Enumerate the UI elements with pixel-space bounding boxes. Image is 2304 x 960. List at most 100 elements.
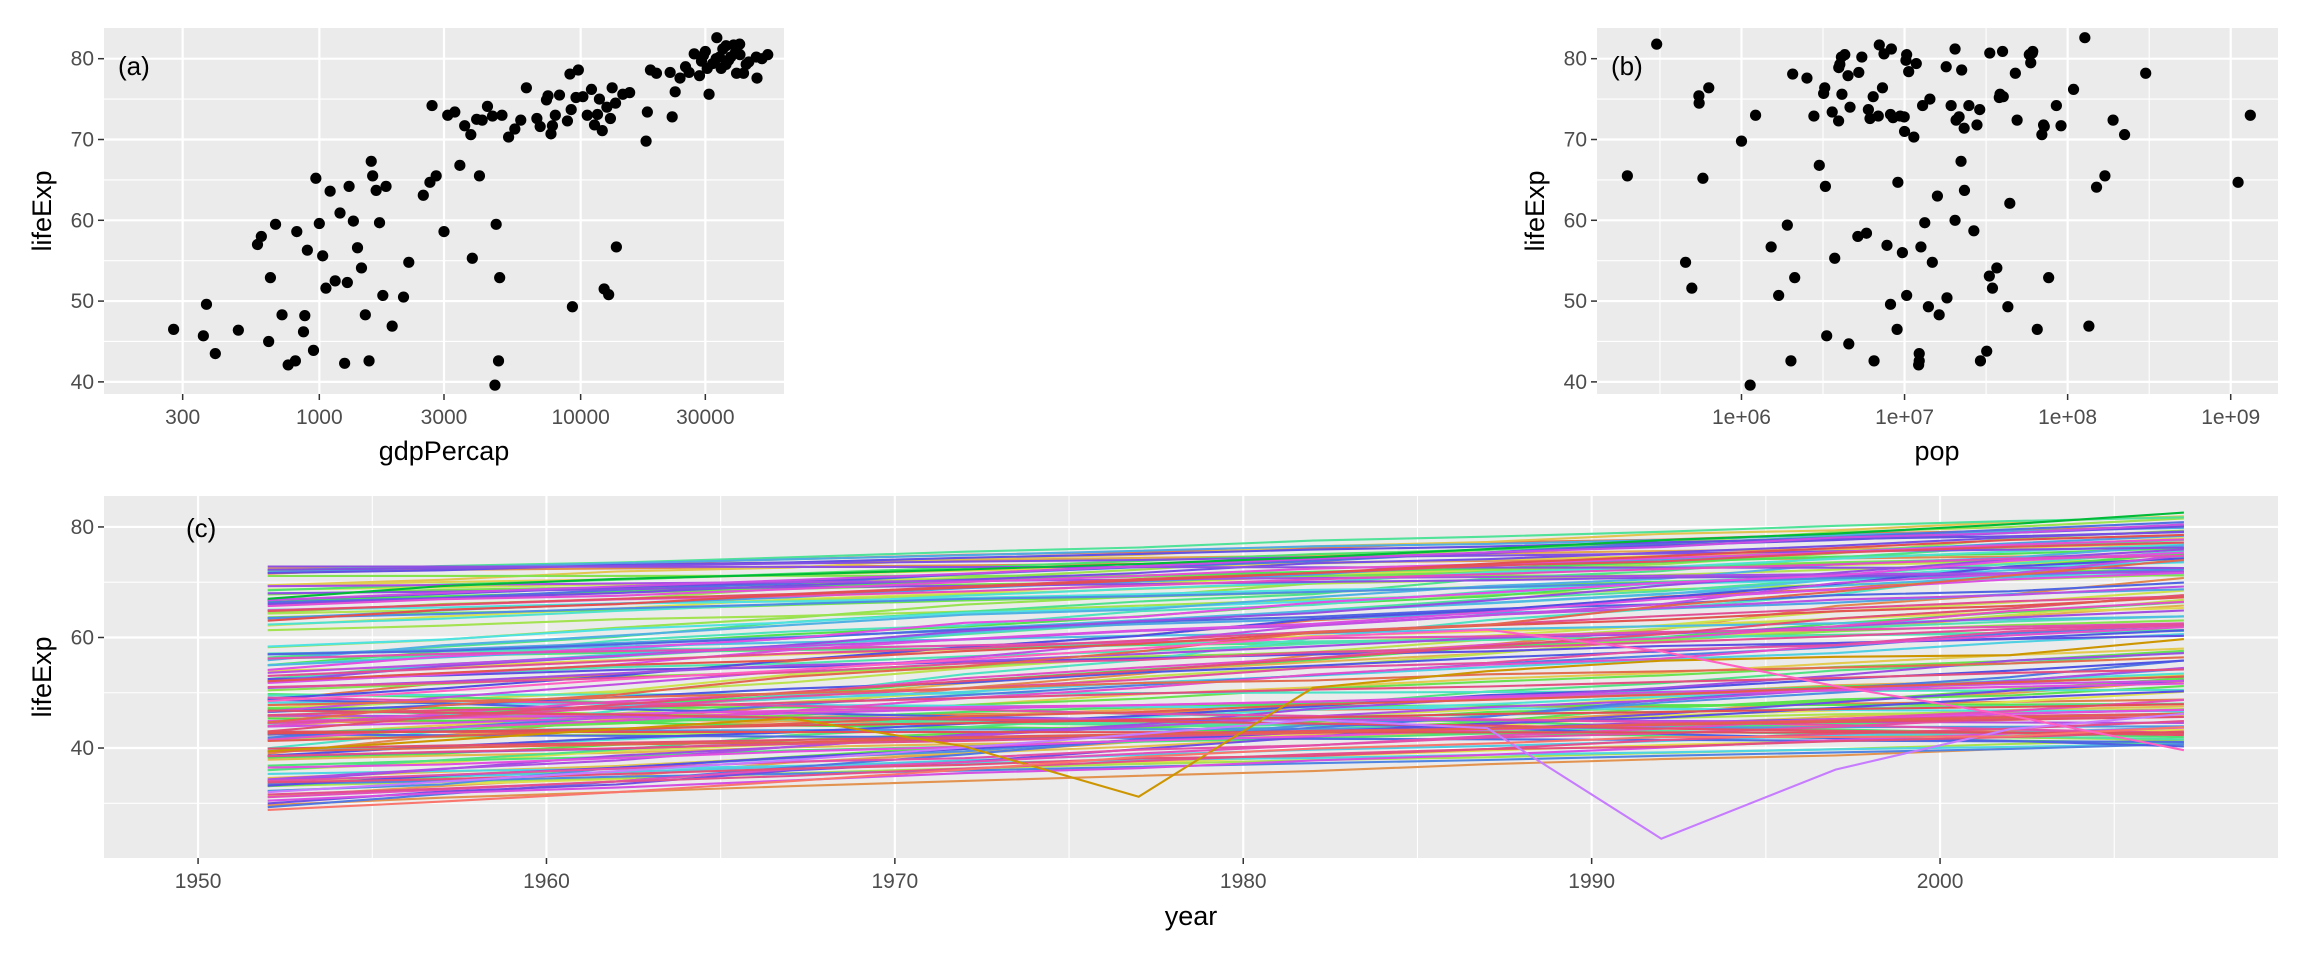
data-point <box>2038 120 2050 133</box>
panel-a-y-title: lifeExp <box>27 170 57 251</box>
data-point <box>459 120 471 132</box>
data-point <box>1901 49 1913 61</box>
panel-a-points <box>168 32 774 391</box>
data-point <box>359 309 371 321</box>
data-point <box>1860 227 1873 239</box>
data-point <box>168 323 180 335</box>
series-line <box>267 565 2184 570</box>
x-tick-label: 300 <box>165 406 200 429</box>
data-point <box>1842 70 1854 82</box>
data-point <box>1915 241 1927 253</box>
x-tick-label: 1990 <box>1568 870 1615 893</box>
data-point <box>534 120 546 133</box>
data-point <box>276 309 288 321</box>
data-point <box>2083 320 2095 332</box>
series-line <box>267 595 2184 677</box>
data-point <box>2004 197 2016 209</box>
data-point <box>386 320 398 332</box>
data-point <box>1785 355 1797 367</box>
data-point <box>1919 217 1931 229</box>
data-point <box>1819 82 1831 94</box>
data-point <box>494 272 506 284</box>
data-point <box>1867 91 1879 103</box>
data-point <box>1908 131 1920 143</box>
data-point <box>624 87 636 99</box>
data-point <box>606 82 618 94</box>
data-point <box>466 252 478 264</box>
data-point <box>1891 323 1903 335</box>
data-point <box>1839 49 1851 61</box>
data-point <box>1765 241 1777 253</box>
panel-c-y-ticks: 40 60 80 <box>71 516 104 760</box>
data-point <box>307 344 320 356</box>
data-point <box>674 72 686 84</box>
data-point <box>1787 68 1799 80</box>
y-tick-label: 80 <box>71 516 94 539</box>
data-point <box>289 355 301 367</box>
series-line <box>267 712 2184 753</box>
series-line <box>267 511 2184 600</box>
data-point <box>1981 345 1993 357</box>
data-point <box>2232 176 2244 188</box>
data-point <box>2055 120 2067 132</box>
series-line <box>267 628 2185 752</box>
data-point <box>2067 83 2080 96</box>
data-point <box>1821 330 1833 342</box>
data-point <box>465 129 477 141</box>
data-point <box>200 298 213 310</box>
series-line <box>267 615 2184 682</box>
data-point <box>1996 45 2009 58</box>
data-point <box>650 67 663 79</box>
data-point <box>1693 97 1705 109</box>
data-point <box>593 93 606 105</box>
data-point <box>1931 190 1944 202</box>
data-point <box>1836 88 1848 100</box>
data-point <box>693 70 706 82</box>
data-point <box>697 49 710 62</box>
data-point <box>2043 272 2055 284</box>
data-point <box>367 170 379 182</box>
data-point <box>1968 225 1980 237</box>
data-point <box>1898 111 1910 123</box>
data-point <box>1958 184 1971 196</box>
data-point <box>1621 170 1633 182</box>
data-point <box>1868 355 1880 367</box>
data-point <box>2011 114 2023 126</box>
data-point <box>683 66 695 79</box>
data-point <box>1924 93 1936 105</box>
x-tick-label: 1000 <box>296 406 343 429</box>
series-line <box>267 538 2184 659</box>
data-point <box>370 184 382 196</box>
panel-b-x-title: pop <box>1914 436 1959 466</box>
data-point <box>269 218 282 230</box>
data-point <box>561 115 574 127</box>
panel-b-tag: (b) <box>1611 51 1643 81</box>
panel-c-y-title: lifeExp <box>27 636 57 717</box>
series-line <box>267 523 2184 602</box>
data-point <box>509 123 521 135</box>
series-line <box>267 551 2184 671</box>
data-point <box>610 241 622 253</box>
data-point <box>1885 43 1897 55</box>
data-point <box>1808 110 1820 122</box>
series-line <box>267 652 2184 783</box>
series-line <box>267 709 2184 737</box>
data-point <box>542 90 554 102</box>
data-point <box>324 185 336 197</box>
data-point <box>565 104 577 116</box>
data-point <box>377 289 389 302</box>
series-line <box>267 609 2184 689</box>
data-point <box>1949 43 1961 55</box>
data-point <box>640 135 652 147</box>
data-point <box>1789 272 1801 284</box>
series-line <box>267 622 2184 660</box>
data-point <box>1984 47 1996 59</box>
data-point <box>1940 61 1952 73</box>
data-point <box>664 66 676 79</box>
data-point <box>641 106 653 118</box>
panel-a-y-ticks: 40 50 60 70 80 <box>71 48 104 394</box>
data-point <box>1974 104 1986 116</box>
y-tick-label: 60 <box>71 209 94 232</box>
data-point <box>2027 45 2039 58</box>
data-point <box>2025 57 2037 69</box>
